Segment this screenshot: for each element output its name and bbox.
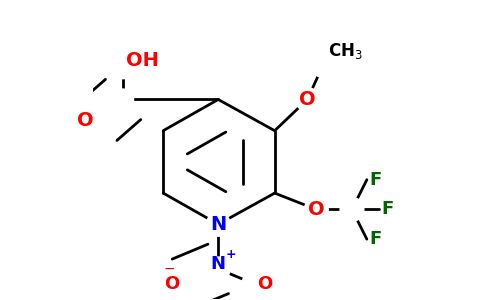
Circle shape — [340, 198, 364, 221]
Text: F: F — [370, 230, 382, 248]
Circle shape — [206, 257, 230, 281]
Text: O: O — [165, 275, 180, 293]
Text: +: + — [226, 248, 236, 262]
Text: F: F — [382, 200, 394, 218]
Text: O: O — [257, 275, 272, 293]
Circle shape — [304, 198, 328, 221]
Text: O: O — [308, 200, 325, 219]
Circle shape — [88, 108, 111, 132]
Text: CH$_3$: CH$_3$ — [328, 41, 363, 61]
Circle shape — [296, 88, 319, 111]
Circle shape — [113, 89, 134, 110]
Text: N: N — [210, 215, 227, 234]
Text: −: − — [164, 262, 175, 276]
Text: O: O — [77, 111, 93, 130]
Circle shape — [242, 272, 266, 296]
Circle shape — [206, 212, 230, 236]
Circle shape — [111, 55, 135, 79]
Text: N: N — [211, 255, 226, 273]
Text: O: O — [299, 90, 316, 109]
Text: F: F — [370, 171, 382, 189]
Text: OH: OH — [126, 51, 159, 70]
Circle shape — [312, 56, 333, 77]
Circle shape — [171, 272, 195, 296]
